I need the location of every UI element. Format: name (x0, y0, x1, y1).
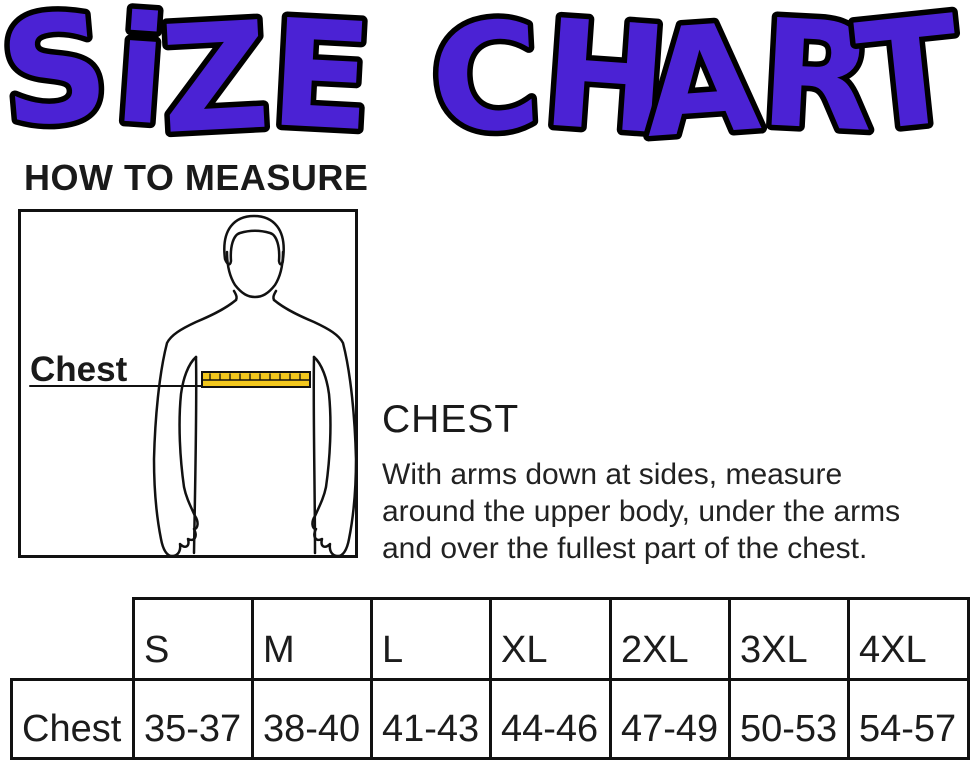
chest-value-cell: 47-49 (609, 678, 731, 760)
size-column-header: S (132, 597, 254, 681)
how-to-measure-heading: HOW TO MEASURE (24, 157, 369, 198)
size-column-header: L (370, 597, 492, 681)
chest-value-cell: 41-43 (370, 678, 492, 760)
figure-torso-left-side (192, 355, 198, 555)
chest-value-cell: 35-37 (132, 678, 254, 760)
title-word-size: SiZE (0, 0, 376, 155)
measure-figure: Chest (29, 214, 355, 555)
size-table-blank-cell (12, 599, 134, 680)
title-word-chart: CHART (427, 0, 968, 155)
tape-ticks (209, 373, 301, 380)
figure-torso-right-side (312, 355, 317, 555)
figure-neck-left (232, 289, 238, 302)
title-banner: SiZE CHART (0, 0, 974, 155)
size-column-header: 3XL (728, 597, 850, 681)
chest-instruction-line: and over the fullest part of the chest. (382, 532, 868, 565)
chest-instruction-line: around the upper body, under the arms (382, 495, 901, 528)
chest-value-cell: 44-46 (489, 678, 612, 760)
figure-left-arm (152, 298, 238, 555)
figure-hair (223, 214, 285, 266)
size-table-chest-row: Chest 35-37 38-40 41-43 44-46 47-49 50-5… (10, 678, 970, 760)
size-column-header: 4XL (847, 597, 970, 681)
chest-value-cell: 54-57 (847, 678, 970, 760)
chest-instruction-line: With arms down at sides, measure (382, 458, 843, 491)
size-column-header: XL (489, 597, 612, 681)
size-column-header: 2XL (609, 597, 731, 681)
figure-neck-right (272, 289, 278, 302)
figure-face-outline (225, 250, 285, 299)
size-column-header: M (251, 597, 373, 681)
measure-figure-box: Chest (18, 209, 358, 558)
chest-value-cell: 50-53 (728, 678, 850, 760)
size-table-header-row: S M L XL 2XL 3XL 4XL (12, 597, 970, 681)
chest-value-cell: 38-40 (251, 678, 373, 760)
chest-instructions: CHEST With arms down at sides, measure a… (382, 398, 972, 567)
figure-chest-label: Chest (30, 350, 128, 389)
chest-row-header: Chest (10, 678, 135, 760)
chest-section-heading: CHEST (382, 398, 520, 441)
measuring-tape (201, 371, 311, 388)
size-table: S M L XL 2XL 3XL 4XL Chest 35-37 38-40 4… (10, 597, 970, 760)
figure-right-arm (272, 298, 355, 555)
